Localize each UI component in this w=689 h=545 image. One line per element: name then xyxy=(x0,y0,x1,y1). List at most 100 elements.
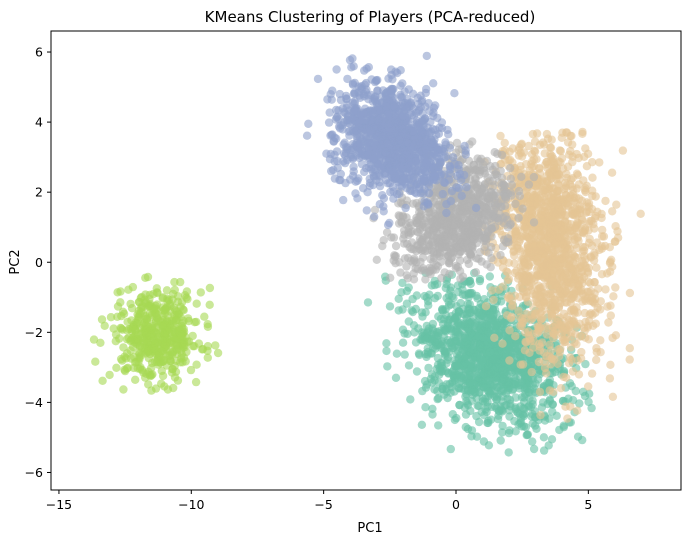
scatter-point xyxy=(486,263,495,272)
scatter-point xyxy=(430,280,439,290)
scatter-point xyxy=(479,437,489,446)
scatter-point xyxy=(501,192,511,202)
scatter-point xyxy=(396,66,405,75)
scatter-point xyxy=(440,326,449,335)
scatter-point xyxy=(478,318,487,327)
scatter-point xyxy=(433,203,442,212)
scatter-point xyxy=(469,180,479,189)
scatter-point xyxy=(160,382,169,391)
scatter-point xyxy=(330,157,339,166)
scatter-point xyxy=(481,394,490,403)
scatter-point xyxy=(477,344,487,353)
scatter-point xyxy=(446,165,455,174)
scatter-point xyxy=(540,202,550,211)
scatter-point xyxy=(548,407,557,416)
scatter-point xyxy=(571,225,580,234)
scatter-point xyxy=(398,325,408,334)
scatter-point xyxy=(496,166,505,176)
scatter-point xyxy=(404,85,413,94)
scatter-point xyxy=(141,273,150,282)
scatter-point xyxy=(304,119,313,128)
scatter-point xyxy=(384,109,393,118)
scatter-point xyxy=(123,317,132,327)
scatter-point xyxy=(404,361,414,370)
scatter-point xyxy=(443,125,452,135)
scatter-point xyxy=(549,355,558,364)
scatter-point xyxy=(465,215,474,224)
scatter-point xyxy=(370,94,379,104)
scatter-point xyxy=(486,369,495,378)
scatter-point xyxy=(399,145,408,154)
scatter-point xyxy=(504,448,513,457)
scatter-point xyxy=(606,360,615,369)
scatter-point xyxy=(524,141,533,151)
scatter-point xyxy=(402,138,412,147)
scatter-point xyxy=(577,220,586,229)
y-tick-label: −6 xyxy=(25,465,43,480)
scatter-point xyxy=(609,292,618,301)
scatter-point xyxy=(190,318,199,327)
scatter-point xyxy=(566,146,575,156)
scatter-point xyxy=(547,309,557,318)
scatter-point xyxy=(566,402,575,411)
scatter-point xyxy=(445,143,455,153)
scatter-point xyxy=(549,216,558,225)
scatter-point xyxy=(468,385,477,395)
scatter-point xyxy=(532,129,542,138)
x-tick-label: −5 xyxy=(314,497,332,512)
scatter-point xyxy=(396,92,405,102)
scatter-point xyxy=(499,375,508,384)
scatter-point xyxy=(578,279,587,288)
scatter-point xyxy=(549,268,559,277)
scatter-point xyxy=(383,362,392,371)
scatter-point xyxy=(506,174,515,183)
scatter-point xyxy=(407,227,416,236)
scatter-point xyxy=(581,184,590,193)
scatter-point xyxy=(96,338,105,347)
scatter-point xyxy=(518,261,528,271)
scatter-point xyxy=(423,327,433,336)
scatter-point xyxy=(467,288,477,298)
scatter-point xyxy=(346,126,355,136)
scatter-point xyxy=(584,382,593,391)
scatter-point xyxy=(342,103,351,113)
scatter-point xyxy=(625,288,635,298)
scatter-point xyxy=(461,319,470,328)
plot-area-frame xyxy=(50,30,682,491)
scatter-point xyxy=(520,346,530,355)
scatter-point xyxy=(559,372,568,382)
scatter-point xyxy=(359,108,368,117)
scatter-point xyxy=(453,318,463,327)
scatter-point xyxy=(116,323,125,333)
scatter-point xyxy=(343,74,352,84)
scatter-point xyxy=(468,137,477,146)
scatter-point xyxy=(492,320,501,330)
scatter-point xyxy=(382,228,392,237)
scatter-point xyxy=(437,146,447,155)
scatter-point xyxy=(457,191,466,201)
scatter-point xyxy=(536,226,545,235)
scatter-point xyxy=(535,387,545,397)
scatter-point xyxy=(382,346,391,356)
scatter-point xyxy=(115,334,124,343)
scatter-point xyxy=(322,149,331,158)
scatter-point xyxy=(157,366,166,376)
scatter-point xyxy=(455,232,465,242)
scatter-point xyxy=(474,417,484,427)
scatter-point xyxy=(538,138,548,147)
scatter-point xyxy=(192,299,201,308)
scatter-point xyxy=(117,311,126,321)
scatter-point xyxy=(392,160,401,169)
scatter-point xyxy=(516,413,526,423)
scatter-point xyxy=(541,185,550,194)
scatter-point xyxy=(503,223,513,232)
scatter-point xyxy=(568,174,577,183)
scatter-point xyxy=(408,294,417,304)
scatter-point xyxy=(542,129,552,139)
scatter-point xyxy=(604,318,613,327)
scatter-point xyxy=(536,240,545,249)
scatter-point xyxy=(395,189,404,198)
scatter-point xyxy=(486,316,496,325)
scatter-point xyxy=(426,349,436,358)
scatter-point xyxy=(537,338,547,347)
